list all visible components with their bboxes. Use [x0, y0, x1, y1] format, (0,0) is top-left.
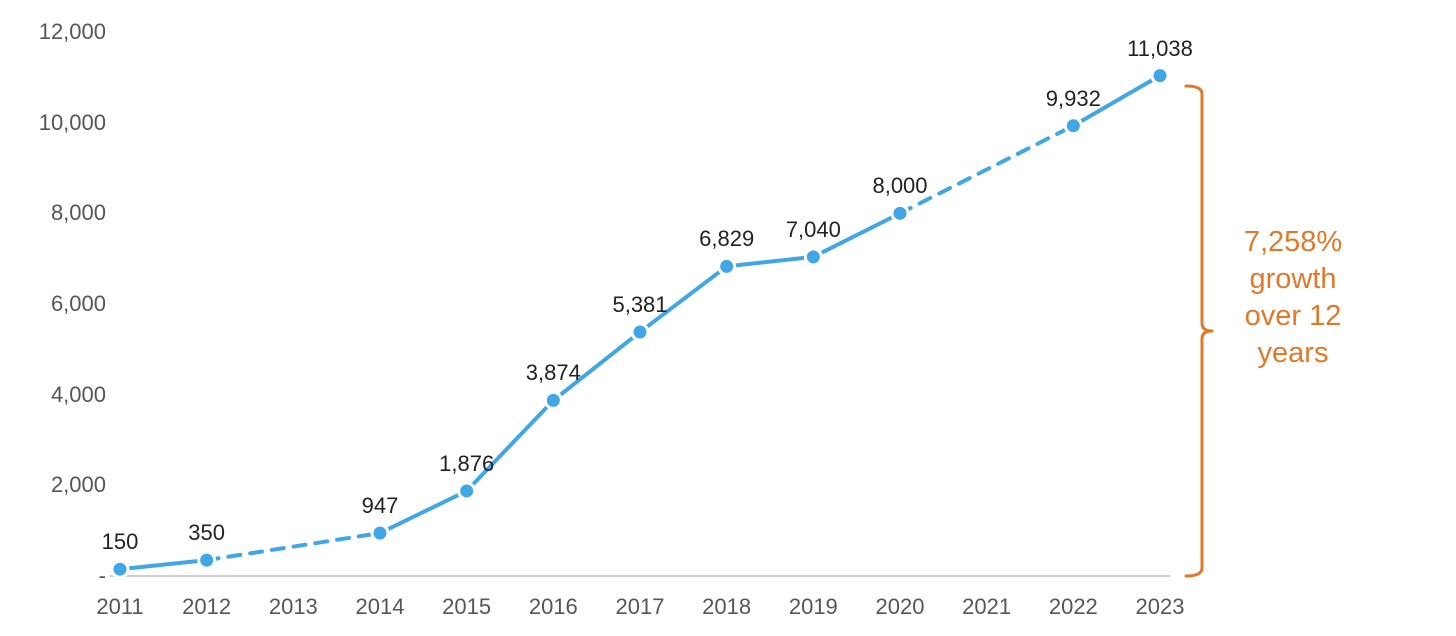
- data-marker: [112, 561, 128, 577]
- y-tick-label: 6,000: [51, 291, 106, 317]
- data-label: 8,000: [872, 173, 927, 199]
- series-segment-dashed: [900, 126, 1073, 214]
- y-tick-label: 2,000: [51, 472, 106, 498]
- data-label: 5,381: [612, 292, 667, 318]
- growth-annotation-line: over 12: [1218, 298, 1368, 335]
- data-label: 7,040: [786, 217, 841, 243]
- x-tick-label: 2019: [789, 594, 838, 620]
- x-tick-label: 2020: [876, 594, 925, 620]
- annotation-bracket: [1186, 86, 1212, 576]
- y-tick-label: 4,000: [51, 382, 106, 408]
- data-label: 947: [362, 493, 399, 519]
- data-label: 3,874: [526, 360, 581, 386]
- x-tick-label: 2014: [356, 594, 405, 620]
- x-tick-label: 2017: [616, 594, 665, 620]
- series-segment: [120, 560, 207, 569]
- y-tick-label: 10,000: [39, 110, 106, 136]
- x-tick-label: 2015: [442, 594, 491, 620]
- data-marker: [1065, 118, 1081, 134]
- growth-annotation: 7,258%growthover 12years: [1218, 224, 1368, 372]
- x-tick-label: 2018: [702, 594, 751, 620]
- x-tick-label: 2011: [96, 594, 143, 620]
- x-tick-label: 2022: [1049, 594, 1098, 620]
- growth-annotation-line: 7,258%: [1218, 224, 1368, 261]
- y-tick-label: 8,000: [51, 200, 106, 226]
- data-label: 11,038: [1127, 36, 1193, 62]
- x-tick-label: 2012: [182, 594, 231, 620]
- series-segment: [467, 400, 554, 491]
- y-tick-label: -: [99, 563, 106, 589]
- data-marker: [459, 483, 475, 499]
- data-label: 9,932: [1046, 86, 1101, 112]
- series-segment-dashed: [207, 533, 380, 560]
- data-marker: [892, 205, 908, 221]
- x-tick-label: 2016: [529, 594, 578, 620]
- series-segment: [727, 257, 814, 267]
- x-tick-label: 2021: [962, 594, 1011, 620]
- growth-line-chart: - 2,000 4,000 6,000 8,000 10,000 12,000 2011 201…: [0, 0, 1456, 636]
- data-marker: [1152, 68, 1168, 84]
- data-marker: [719, 258, 735, 274]
- data-marker: [632, 324, 648, 340]
- data-marker: [199, 552, 215, 568]
- data-label: 350: [188, 520, 225, 546]
- data-label: 150: [102, 529, 139, 555]
- growth-annotation-line: years: [1218, 335, 1368, 372]
- data-marker: [545, 392, 561, 408]
- data-marker: [805, 249, 821, 265]
- data-marker: [372, 525, 388, 541]
- y-tick-label: 12,000: [39, 19, 106, 45]
- x-tick-label: 2023: [1136, 594, 1185, 620]
- x-tick-label: 2013: [269, 594, 318, 620]
- growth-annotation-line: growth: [1218, 261, 1368, 298]
- data-label: 6,829: [699, 226, 754, 252]
- data-label: 1,876: [439, 451, 494, 477]
